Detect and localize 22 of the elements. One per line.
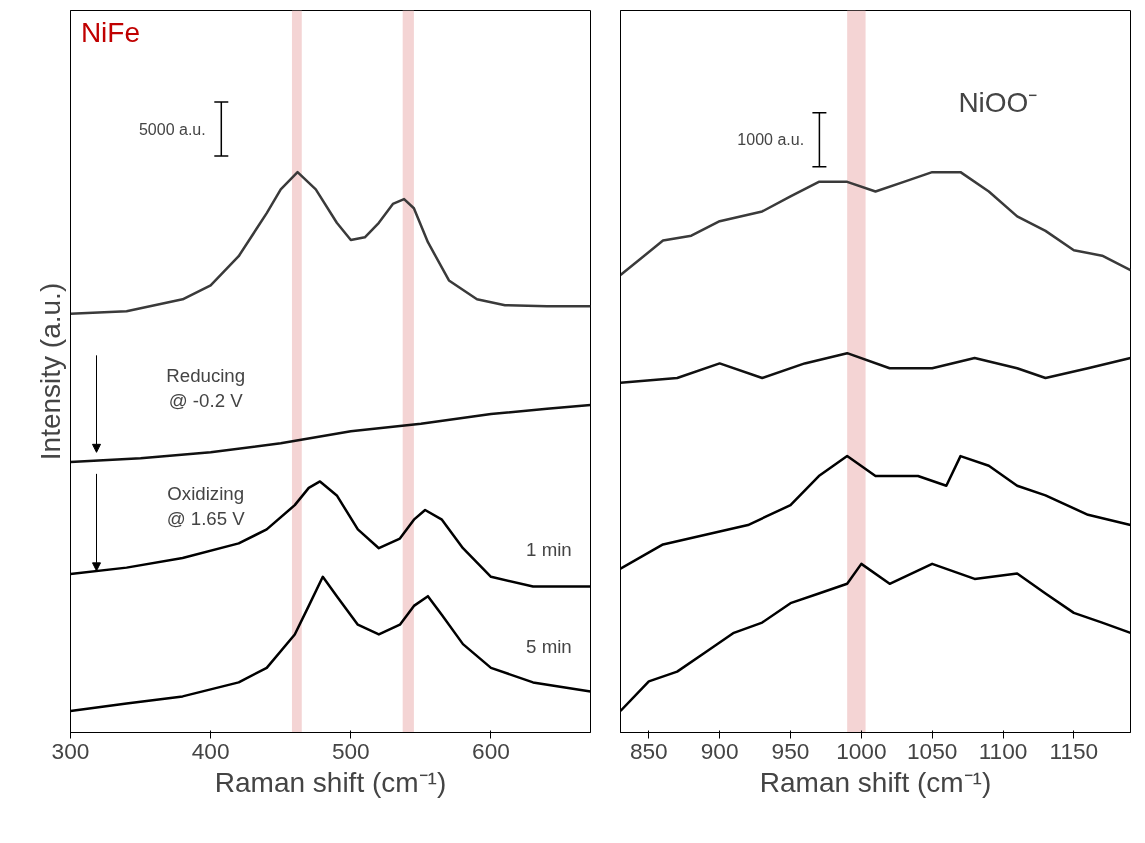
annotation: Reducing @ -0.2 V bbox=[166, 364, 246, 411]
x-tick-label: 900 bbox=[700, 737, 739, 764]
annotation: 1 min bbox=[526, 538, 572, 560]
x-tick-label: 950 bbox=[771, 737, 810, 764]
y-axis-title: Intensity (a.u.) bbox=[34, 282, 66, 461]
chart-title: NiFe bbox=[80, 17, 141, 49]
annotation: 5 min bbox=[526, 635, 572, 657]
x-tick-label: 850 bbox=[629, 737, 668, 764]
x-tick-label: 1100 bbox=[978, 737, 1028, 764]
text: 5000 a.u. bbox=[138, 120, 206, 138]
x-axis-title: Raman shift (cm⁻¹) bbox=[759, 766, 992, 798]
x-tick-label: 1050 bbox=[906, 737, 958, 764]
text: 1000 a.u. bbox=[737, 131, 805, 149]
x-tick-label: 400 bbox=[191, 737, 230, 764]
x-tick-label: 500 bbox=[331, 737, 370, 764]
x-tick-label: 300 bbox=[51, 737, 90, 764]
x-axis-title: Raman shift (cm⁻¹) bbox=[214, 766, 447, 798]
annotation: Oxidizing @ 1.65 V bbox=[166, 483, 246, 530]
x-tick-label: 1000 bbox=[836, 737, 887, 764]
chart-title: NiOO⁻ bbox=[958, 87, 1038, 119]
x-tick-label: 1150 bbox=[1049, 737, 1099, 764]
x-tick-label: 600 bbox=[472, 737, 510, 764]
